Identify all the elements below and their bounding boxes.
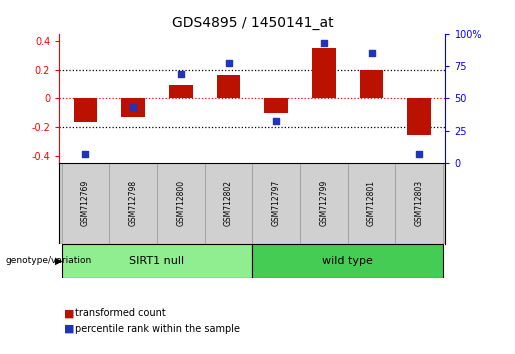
Point — [272, 119, 280, 124]
Bar — [109, 163, 157, 244]
Bar — [252, 244, 443, 278]
Point — [225, 61, 233, 66]
Bar — [204, 163, 252, 244]
Text: GSM712800: GSM712800 — [176, 180, 185, 226]
Text: wild type: wild type — [322, 256, 373, 266]
Bar — [62, 163, 109, 244]
Point — [177, 71, 185, 76]
Bar — [396, 163, 443, 244]
Bar — [407, 98, 431, 135]
Point — [81, 151, 90, 156]
Text: GSM712798: GSM712798 — [129, 180, 138, 226]
Point — [415, 151, 423, 156]
Bar — [169, 85, 193, 98]
Text: GSM712799: GSM712799 — [319, 180, 329, 226]
Bar — [252, 163, 300, 244]
Bar — [121, 98, 145, 117]
Text: percentile rank within the sample: percentile rank within the sample — [75, 324, 239, 333]
Text: ■: ■ — [64, 308, 75, 318]
Bar — [348, 163, 396, 244]
Point — [320, 40, 328, 46]
Text: ▶: ▶ — [55, 256, 63, 266]
Text: GSM712769: GSM712769 — [81, 180, 90, 226]
Bar — [74, 98, 97, 122]
Point — [367, 50, 375, 56]
Point — [129, 104, 138, 110]
Bar — [312, 48, 336, 98]
Text: GSM712801: GSM712801 — [367, 180, 376, 226]
Title: GDS4895 / 1450141_at: GDS4895 / 1450141_at — [171, 16, 333, 30]
Text: GSM712797: GSM712797 — [272, 180, 281, 226]
Text: genotype/variation: genotype/variation — [5, 256, 91, 265]
Text: GSM712802: GSM712802 — [224, 180, 233, 226]
Text: ■: ■ — [64, 324, 75, 333]
Text: GSM712803: GSM712803 — [415, 180, 424, 226]
Bar — [359, 69, 384, 98]
Bar — [62, 244, 252, 278]
Bar — [157, 163, 204, 244]
Bar — [264, 98, 288, 113]
Text: transformed count: transformed count — [75, 308, 165, 318]
Bar — [217, 75, 241, 98]
Text: SIRT1 null: SIRT1 null — [129, 256, 184, 266]
Bar — [300, 163, 348, 244]
